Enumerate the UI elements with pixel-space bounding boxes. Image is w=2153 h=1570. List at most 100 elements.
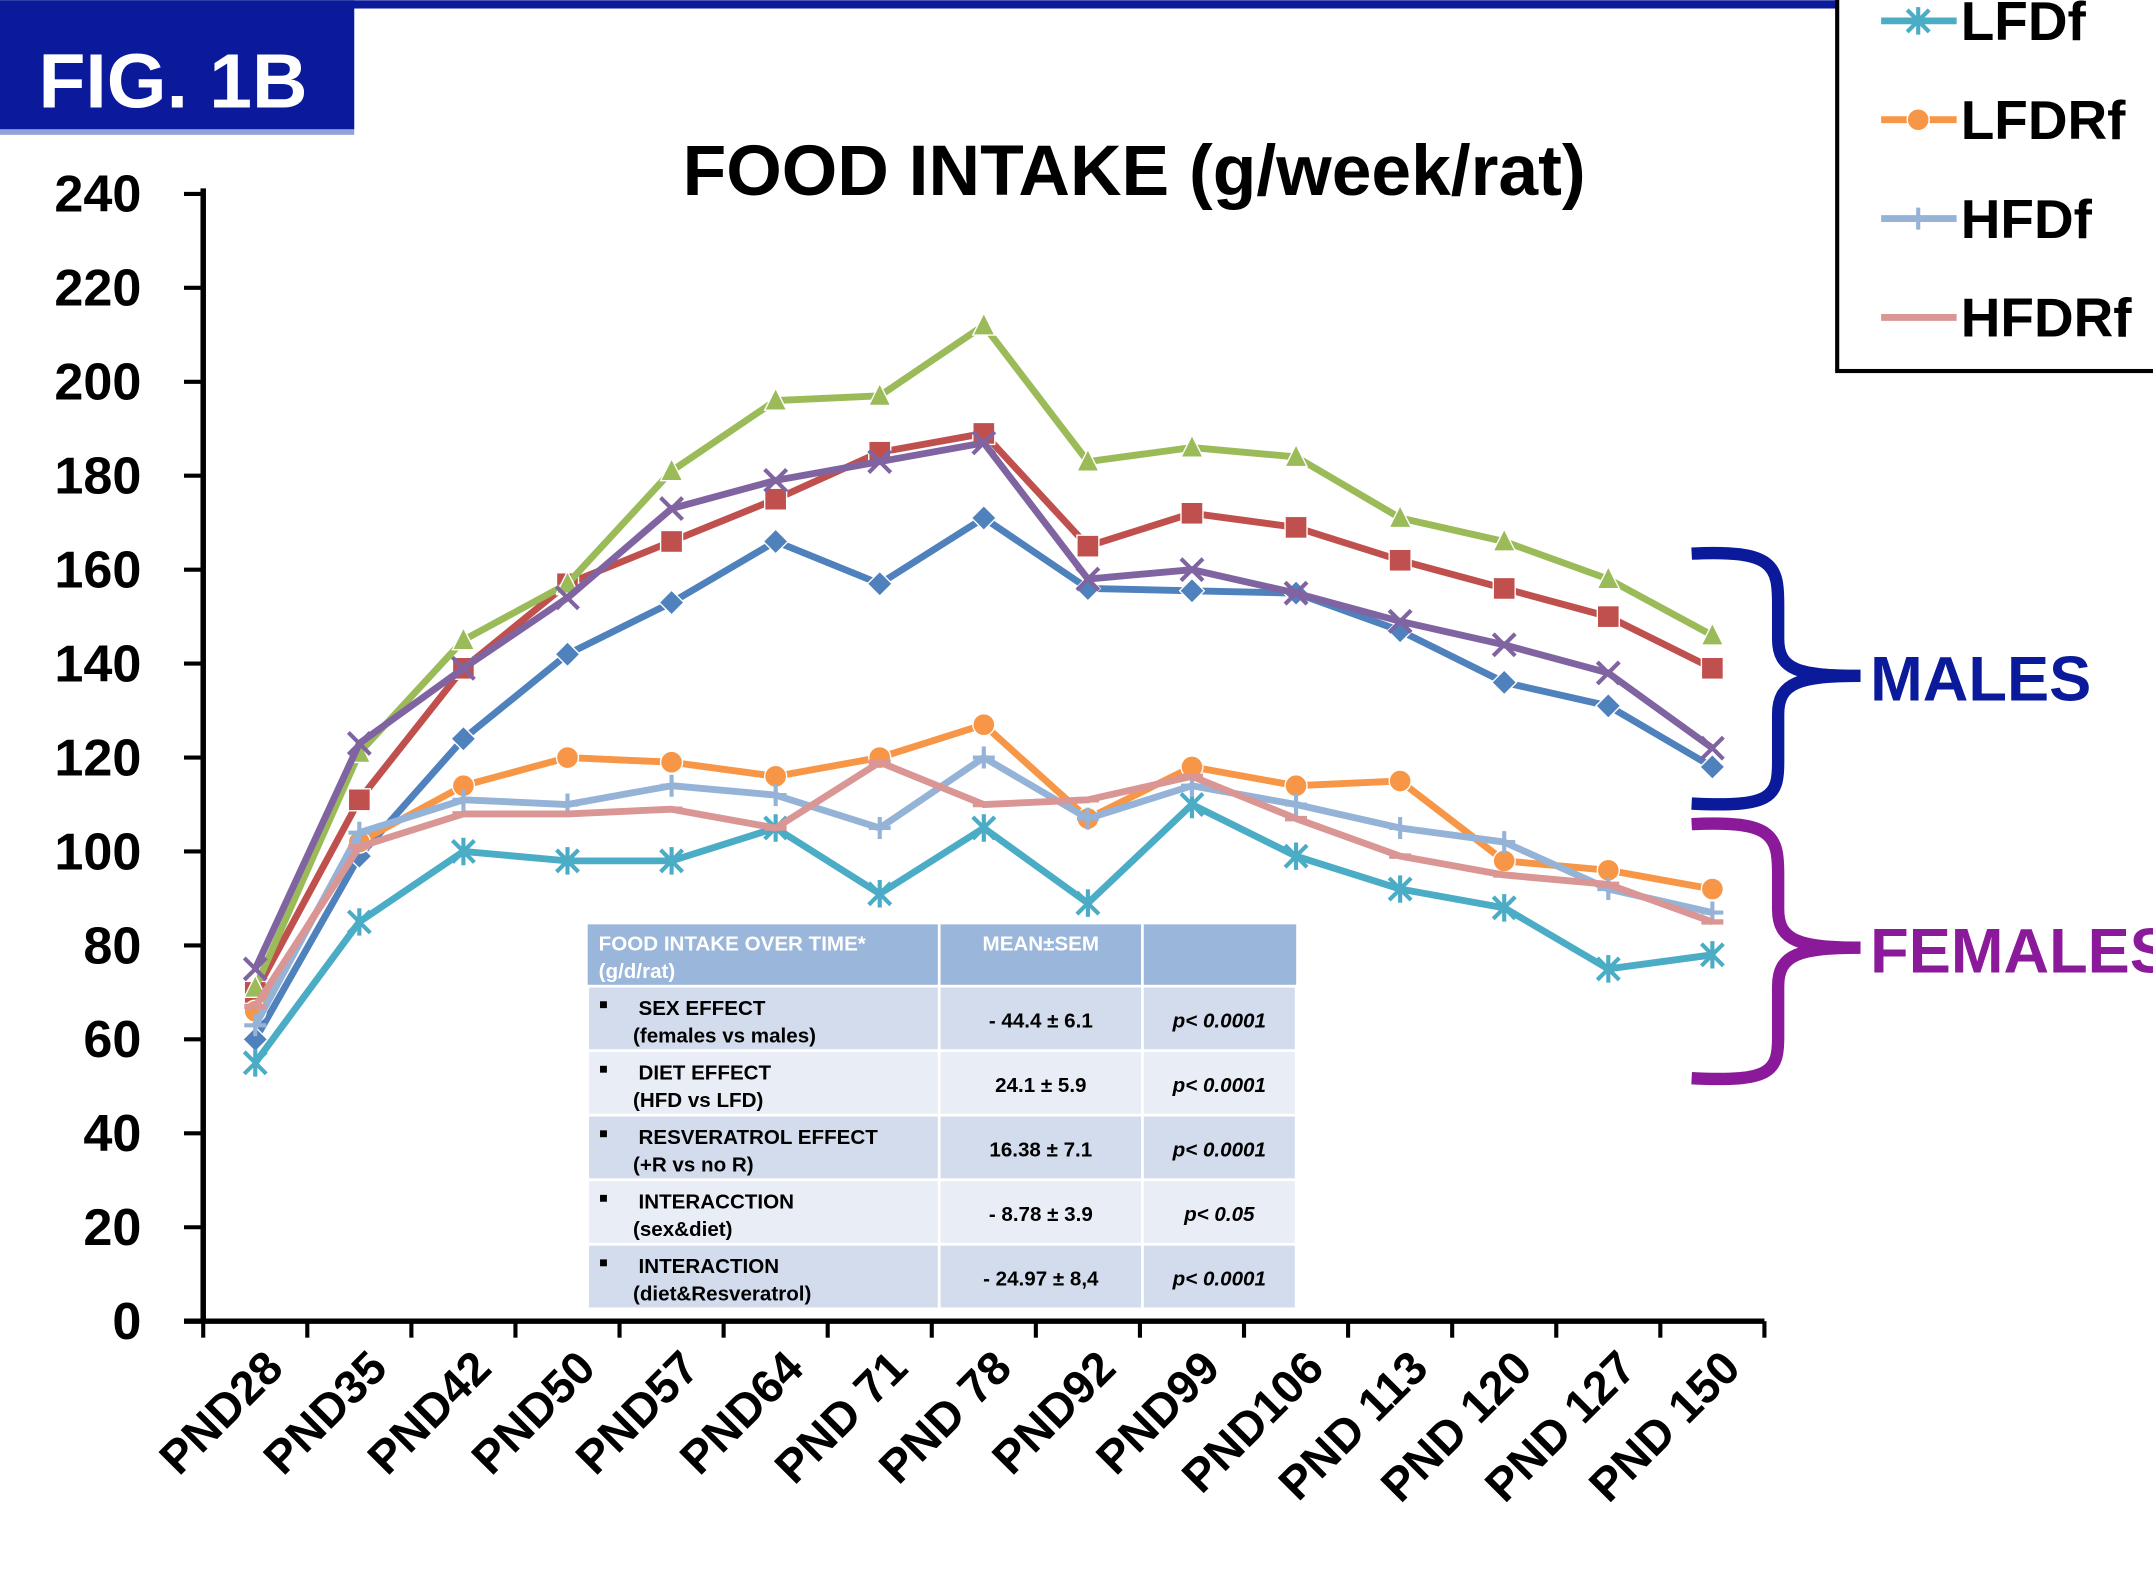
fig-box (0, 0, 355, 130)
row-effect: DIET EFFECT (638, 1062, 771, 1085)
y-tick-label: 240 (54, 166, 141, 224)
point (1179, 433, 1205, 458)
bullet (600, 1259, 607, 1267)
point (1178, 577, 1206, 605)
point (1284, 774, 1308, 798)
bullet (600, 1065, 607, 1073)
point (764, 784, 787, 807)
point (1283, 443, 1309, 468)
point (972, 712, 996, 737)
row-detail: (females vs males) (633, 1024, 816, 1047)
point (555, 745, 580, 770)
point (1700, 877, 1725, 901)
point (554, 640, 581, 668)
legend-box (1835, 0, 2153, 374)
table-header: FOOD INTAKE OVER TIME* (g/d/rat) (599, 932, 866, 982)
point (450, 725, 477, 753)
point (346, 731, 372, 756)
point (1076, 807, 1099, 830)
row-effect: SEX EFFECT (638, 997, 765, 1020)
table-row-bg (586, 1242, 1298, 1311)
point (866, 570, 894, 598)
point (1595, 660, 1621, 686)
fig-label: FIG. 1B (38, 38, 307, 124)
point (348, 821, 371, 844)
y-tick-label: 140 (54, 635, 141, 693)
point (1700, 621, 1725, 646)
point (1700, 656, 1725, 680)
point (1285, 793, 1308, 816)
y-tick-label: 60 (83, 1011, 141, 1069)
point (452, 788, 475, 811)
y-tick-label: 100 (54, 823, 141, 881)
row-mean: 24.1 ± 5.9 (995, 1074, 1086, 1097)
point (1180, 501, 1204, 525)
point (1594, 692, 1622, 720)
row-mean: - 8.78 ± 3.9 (989, 1203, 1093, 1226)
table-row-bg (586, 1049, 1298, 1117)
point (1596, 858, 1620, 882)
y-tick-label: 0 (112, 1293, 141, 1351)
point (1387, 608, 1413, 634)
bullet (600, 1001, 607, 1009)
point (659, 847, 685, 875)
row-p: p< 0.0001 (1172, 1074, 1266, 1097)
point (1283, 842, 1309, 870)
point (660, 774, 683, 797)
point (762, 528, 789, 555)
point (763, 487, 788, 511)
row-p: p< 0.0001 (1172, 1267, 1266, 1290)
table-header-line: FOOD INTAKE OVER TIME* (599, 932, 866, 955)
point (242, 1049, 268, 1077)
point (1907, 207, 1930, 230)
point (450, 655, 476, 681)
point (1492, 849, 1516, 873)
y-tick-label: 80 (83, 917, 141, 975)
legend-label: LFDRf (1961, 89, 2126, 151)
point (1074, 575, 1102, 602)
point (1388, 769, 1412, 793)
point (658, 589, 685, 616)
table-row-bg (586, 1178, 1298, 1246)
legend-label: HFDRf (1961, 287, 2132, 349)
point (1906, 108, 1930, 132)
row-effect: INTERACCTION (638, 1191, 793, 1214)
y-tick-label: 200 (54, 354, 141, 412)
y-tick-label: 120 (54, 729, 141, 787)
bullet (600, 1130, 607, 1138)
point (867, 880, 893, 908)
point (346, 908, 372, 936)
point (1387, 875, 1413, 903)
row-detail: (+R vs no R) (633, 1154, 754, 1177)
table-header: MEAN±SEM (983, 932, 1099, 955)
legend-label: HFDf (1961, 188, 2093, 250)
table-header-line: (g/d/rat) (599, 960, 676, 983)
point (659, 457, 684, 482)
row-mean: - 44.4 ± 6.1 (989, 1009, 1093, 1032)
point (242, 956, 268, 982)
point (1076, 534, 1100, 558)
table-header-bg (587, 924, 1297, 987)
point (555, 585, 580, 611)
point (1075, 889, 1101, 917)
point (1596, 604, 1620, 629)
point (971, 311, 996, 336)
point (1699, 735, 1725, 761)
row-effect: INTERACTION (638, 1255, 779, 1278)
row-detail: (diet&Resveratrol) (633, 1283, 811, 1306)
y-tick-label: 20 (83, 1199, 141, 1257)
row-detail: (sex&diet) (633, 1218, 732, 1241)
males-brace (1691, 546, 1861, 811)
y-tick-label: 180 (54, 448, 141, 506)
point (347, 788, 372, 812)
point (972, 746, 995, 769)
point (1179, 557, 1205, 583)
bullet (600, 1194, 607, 1202)
point (763, 467, 789, 493)
point (1492, 527, 1517, 552)
point (1699, 753, 1726, 781)
point (1595, 955, 1621, 983)
point (1491, 894, 1517, 922)
point (1388, 548, 1412, 572)
